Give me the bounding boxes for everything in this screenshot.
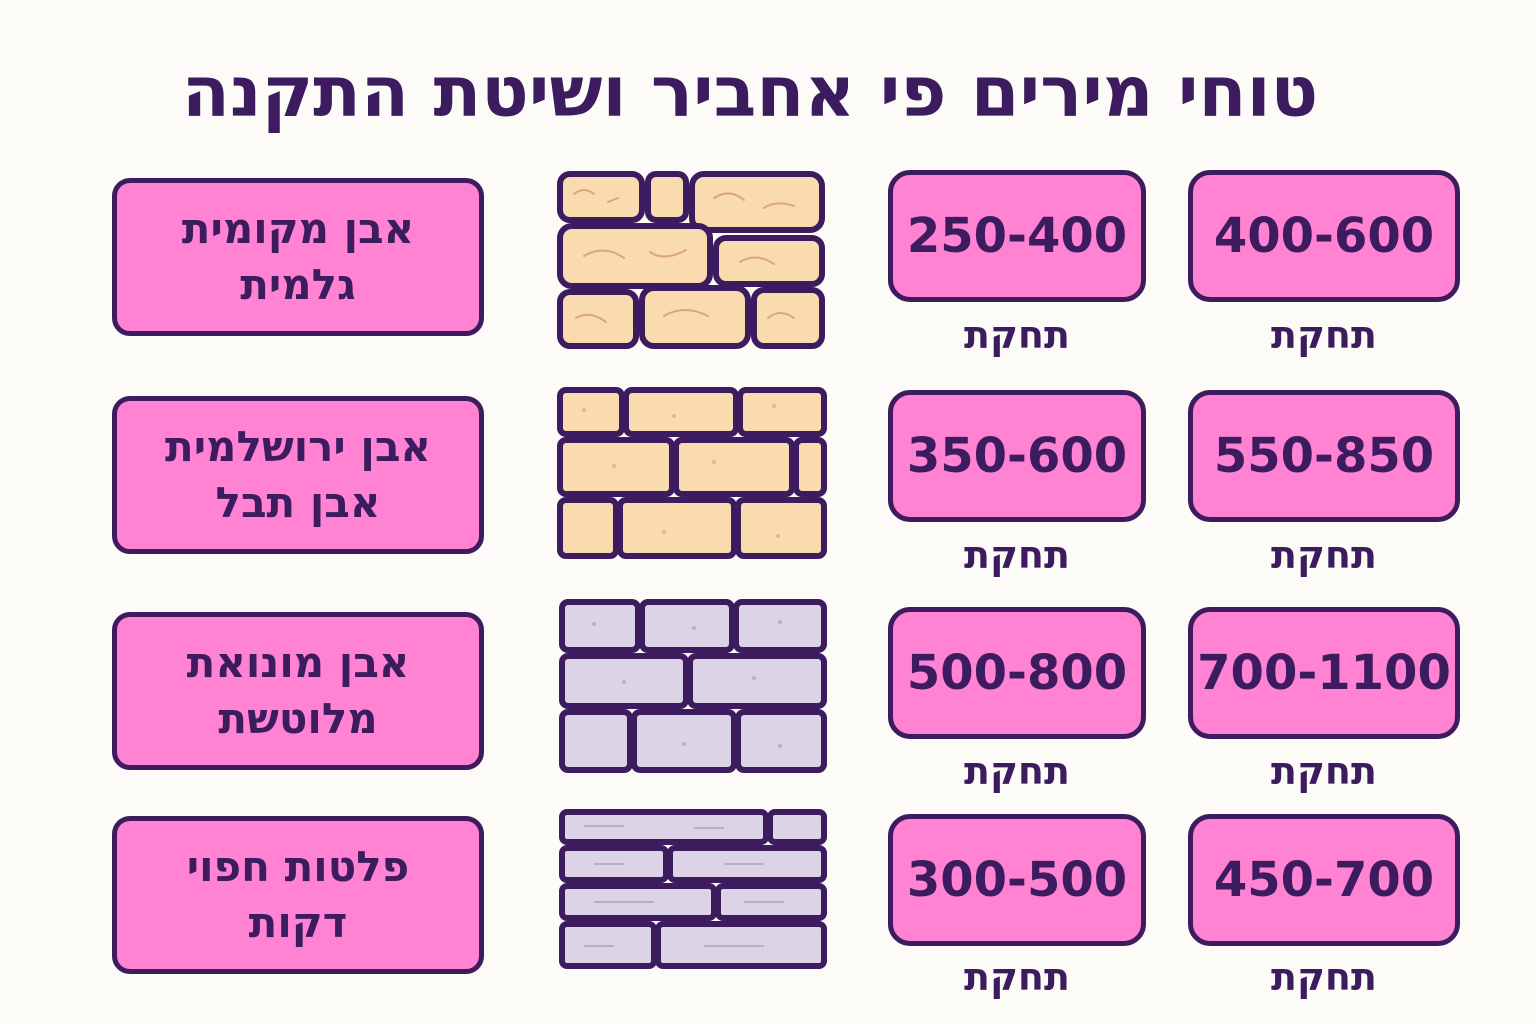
jerusalem-stone-wall-icon	[557, 387, 827, 559]
material-name-line1: אבן ירושלמית	[165, 422, 432, 471]
unit-label: תחקת	[963, 313, 1070, 357]
unit-label: תחקת	[963, 749, 1070, 793]
price-range-badge: 400-600	[1188, 170, 1460, 302]
price-range-badge: 450-700	[1188, 814, 1460, 946]
unit-label: תחקת	[963, 533, 1070, 577]
price-range-badge: 250-400	[888, 170, 1146, 302]
unit-label: תחקת	[1270, 313, 1377, 357]
page-title: טוחי מירים פי אחביר ושיטת התקנה	[181, 51, 1319, 133]
unit-label: תחקת	[1270, 955, 1377, 999]
material-name-line1: אבן מקומית	[181, 204, 415, 253]
rustic-stone-wall-icon	[557, 171, 825, 349]
polished-stone-wall-icon	[559, 599, 827, 773]
price-range-badge: 550-850	[1188, 390, 1460, 522]
material-label-box: אבן ירושלמית אבן תבל	[112, 396, 484, 554]
material-label-box: אבן מקומית גלמית	[112, 178, 484, 336]
price-range-badge: 700-1100	[1188, 607, 1460, 739]
material-label-box: פלטות חפוי דקות	[112, 816, 484, 974]
unit-label: תחקת	[1270, 533, 1377, 577]
price-range-badge: 350-600	[888, 390, 1146, 522]
material-name-line2: גלמית	[240, 260, 356, 309]
thin-cladding-wall-icon	[559, 809, 827, 969]
price-range-badge: 500-800	[888, 607, 1146, 739]
material-name-line2: דקות	[248, 898, 348, 947]
price-range-badge: 300-500	[888, 814, 1146, 946]
material-name-line2: אבן תבל	[215, 478, 381, 527]
unit-label: תחקת	[1270, 749, 1377, 793]
material-name-line1: פלטות חפוי	[186, 842, 410, 891]
material-name-line2: מלוטשת	[218, 694, 378, 743]
material-label-box: אבן מונואת מלוטשת	[112, 612, 484, 770]
unit-label: תחקת	[963, 955, 1070, 999]
material-name-line1: אבן מונואת	[186, 638, 410, 687]
